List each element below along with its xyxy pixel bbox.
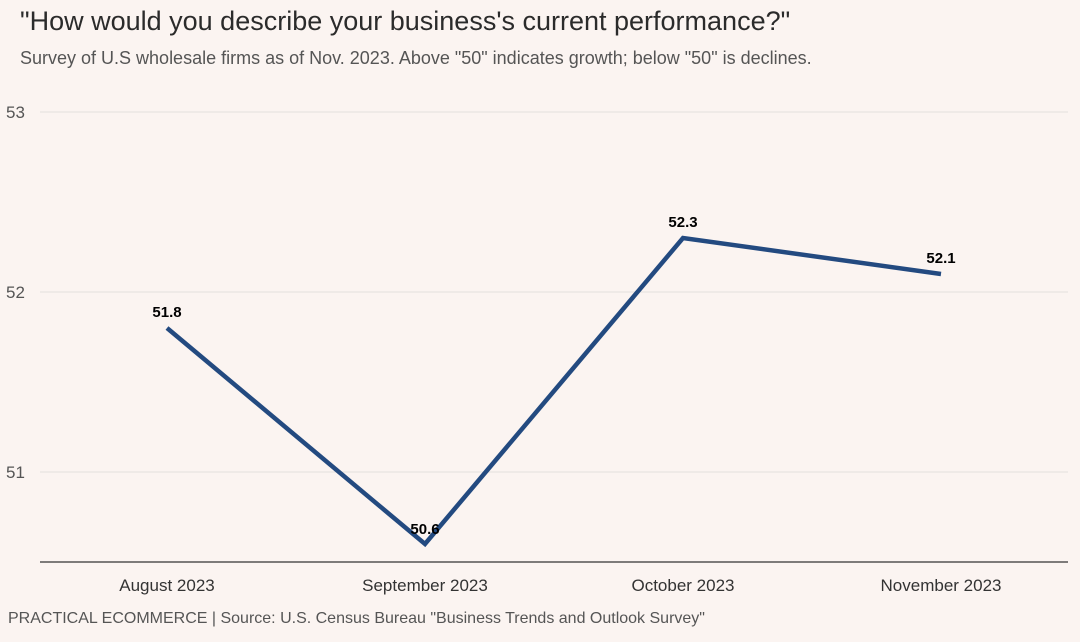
x-tick-label: September 2023 [362,576,488,595]
gridlines [40,111,1068,473]
y-tick-label: 53 [6,103,25,122]
y-tick-label: 52 [6,283,25,302]
x-tick-label: October 2023 [631,576,734,595]
data-label: 52.3 [668,214,697,231]
series-line [165,235,942,548]
data-label: 52.1 [926,250,955,267]
data-label: 51.8 [152,304,181,321]
chart-title: "How would you describe your business's … [20,6,791,36]
data-label: 50.6 [410,521,439,538]
x-axis-ticks: August 2023 September 2023 October 2023 Nov… [119,576,1001,595]
x-tick-label: August 2023 [119,576,214,595]
y-tick-label: 51 [6,463,25,482]
data-labels: 51.8 50.6 52.3 52.1 [152,214,955,538]
chart-subtitle: Survey of U.S wholesale firms as of Nov.… [20,48,812,68]
source-note: PRACTICAL ECOMMERCE | Source: U.S. Censu… [8,610,705,627]
x-tick-label: November 2023 [881,576,1002,595]
y-axis-ticks: 51 52 53 [6,103,25,482]
